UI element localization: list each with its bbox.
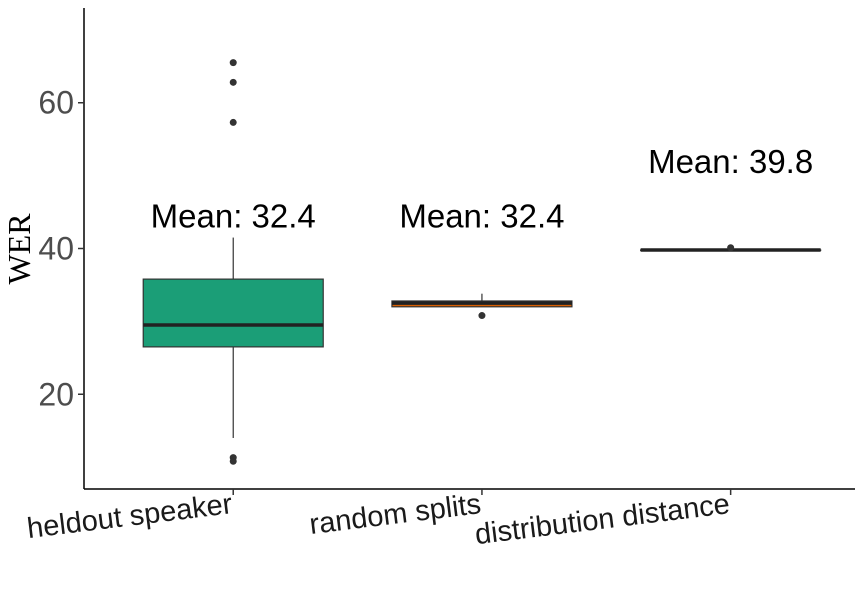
y-tick-label: 60 — [38, 85, 74, 121]
outlier-point — [478, 312, 486, 320]
box-group: Mean: 39.8 — [640, 143, 822, 252]
x-tick-label: distribution distance — [473, 488, 731, 551]
y-tick-label: 40 — [38, 231, 74, 267]
box-group: Mean: 32.4 — [142, 59, 324, 465]
outlier-point — [229, 457, 237, 465]
box-iqr — [142, 278, 324, 348]
outlier-point — [727, 244, 735, 252]
mean-label: Mean: 39.8 — [648, 143, 813, 180]
outlier-point — [229, 78, 237, 86]
outlier-point — [229, 59, 237, 67]
box-group: Mean: 32.4 — [391, 198, 573, 320]
x-tick-label: heldout speaker — [25, 488, 234, 545]
y-axis-label: WER — [1, 213, 37, 285]
mean-label: Mean: 32.4 — [151, 198, 316, 235]
outlier-point — [229, 118, 237, 126]
x-tick-label: random splits — [308, 488, 483, 541]
y-tick-label: 20 — [38, 376, 74, 412]
mean-label: Mean: 32.4 — [399, 198, 564, 235]
